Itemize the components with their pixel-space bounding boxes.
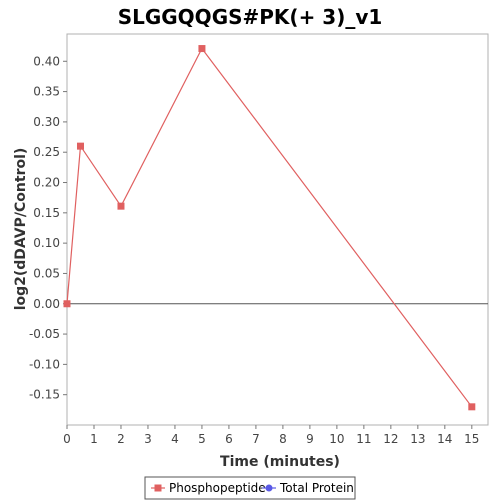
x-tick-label: 5 <box>198 432 206 446</box>
y-tick-label: 0.20 <box>33 176 60 190</box>
x-tick-label: 12 <box>383 432 398 446</box>
x-tick-label: 11 <box>356 432 371 446</box>
legend-marker <box>265 484 273 492</box>
x-tick-label: 6 <box>225 432 233 446</box>
x-tick-label: 13 <box>410 432 425 446</box>
data-point <box>63 300 71 308</box>
y-tick-label: 0.10 <box>33 236 60 250</box>
x-tick-label: 14 <box>437 432 452 446</box>
x-tick-label: 0 <box>63 432 71 446</box>
y-tick-label: 0.15 <box>33 206 60 220</box>
legend-marker <box>154 484 162 492</box>
x-tick-label: 10 <box>329 432 344 446</box>
y-tick-label: 0.00 <box>33 297 60 311</box>
y-tick-label: -0.15 <box>29 388 60 402</box>
y-tick-label: 0.35 <box>33 85 60 99</box>
y-tick-label: 0.25 <box>33 145 60 159</box>
x-tick-label: 3 <box>144 432 152 446</box>
data-point <box>76 142 84 150</box>
chart-title: SLGGQQGS#PK(+ 3)_v1 <box>118 5 383 29</box>
data-point <box>117 202 125 210</box>
y-tick-label: -0.10 <box>29 357 60 371</box>
legend-box <box>144 476 356 500</box>
y-tick-label: -0.05 <box>29 327 60 341</box>
axes: 0 1 2 3 4 5 6 7 8 9 10 11 12 13 14 15-0.15-0.10-0.050.0… <box>29 54 488 446</box>
plot-area <box>66 33 489 426</box>
legend-label: Phosphopeptide <box>169 481 266 495</box>
legend: Phosphopeptide Total Protein <box>144 476 356 500</box>
x-tick-label: 2 <box>117 432 125 446</box>
x-tick-label: 4 <box>171 432 179 446</box>
x-tick-label: 15 <box>464 432 479 446</box>
x-tick-label: 7 <box>252 432 260 446</box>
y-tick-label: 0.40 <box>33 54 60 68</box>
y-axis-label: log2(dDAVP/Control) <box>13 148 29 311</box>
data-point <box>198 45 206 53</box>
x-tick-label: 8 <box>279 432 287 446</box>
legend-label: Total Protein <box>279 481 354 495</box>
series-layer <box>63 45 476 411</box>
data-point <box>468 403 476 411</box>
y-tick-label: 0.05 <box>33 266 60 280</box>
x-tick-label: 9 <box>306 432 314 446</box>
y-tick-label: 0.30 <box>33 115 60 129</box>
x-axis-label: Time (minutes) <box>220 454 340 470</box>
x-tick-label: 1 <box>90 432 98 446</box>
